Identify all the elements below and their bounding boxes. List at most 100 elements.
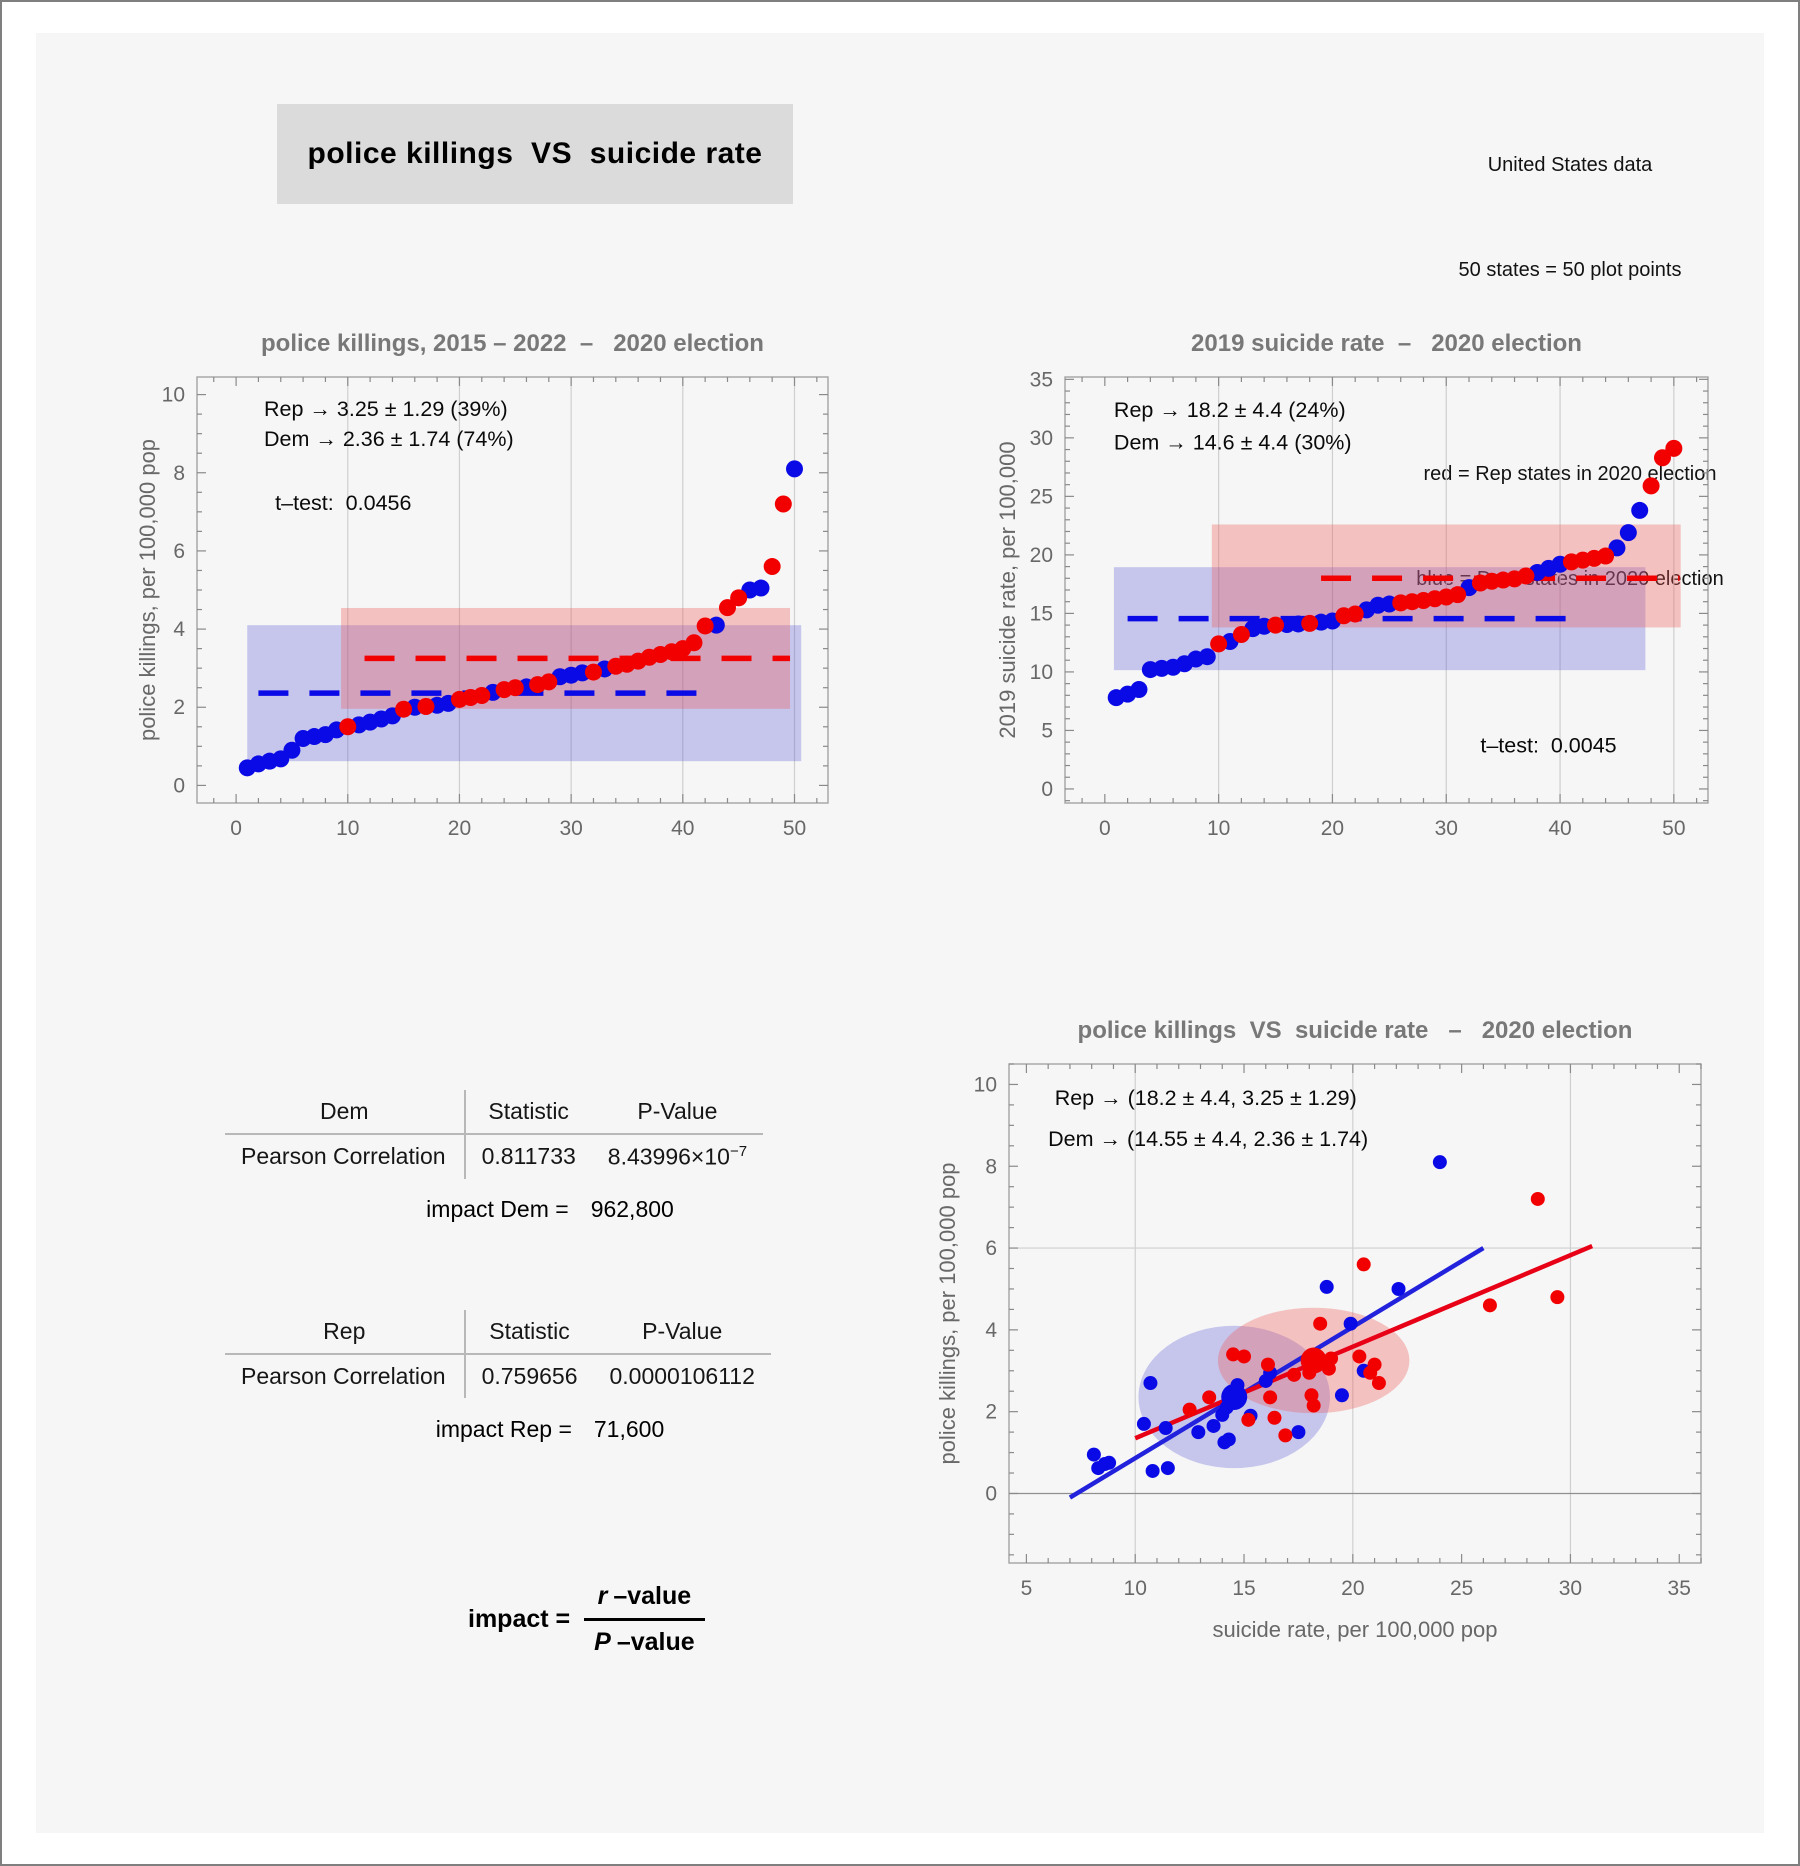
dem-point [1136,1416,1151,1431]
rep-point [1352,1349,1367,1364]
impact-dem-value: 962,800 [590,1196,674,1222]
dem-point [1343,1316,1358,1331]
impact-rep-label: impact Rep = [435,1416,572,1442]
rep-point [584,663,602,681]
dem-pvalue: 8.43996×10−7 [592,1135,763,1179]
chart-killings-vs-suicide: 5 10 15 20 25 30 35 0 2 4 6 8 10 Rep → (18.2 ± 4.4, 3… [935,1017,1702,1642]
rep-correlation-table: Rep Statistic P-Value Pearson Correlatio… [225,1310,771,1398]
annotation: Rep → 3.25 ± 1.29 (39%) [264,397,508,421]
y-tick-label: 6 [985,1237,997,1260]
rep-point [1324,1351,1339,1366]
y-tick-label: 15 [1030,602,1053,625]
rep-point [1237,1349,1252,1364]
dem-point [752,579,770,597]
y-tick-label: 10 [162,384,185,407]
y-tick-label: 2 [173,696,185,719]
annotation: Dem → (14.55 ± 4.4, 2.36 ± 1.74) [1048,1127,1368,1151]
annotation: t–test: 0.0045 [1480,734,1616,758]
y-tick-label: 8 [985,1155,997,1178]
x-tick-label: 5 [1021,1577,1033,1600]
dem-point [1191,1425,1206,1440]
rep-point [1371,1376,1386,1391]
y-tick-label: 4 [173,618,185,641]
impact-formula: impact = r –value P –value [468,1582,705,1657]
annotation: t–test: 0.0456 [275,491,411,515]
x-tick-label: 20 [1321,817,1344,840]
info-note: United States data 50 states = 50 plot p… [1340,78,1800,632]
y-tick-label: 30 [1030,427,1053,450]
main-title-box: police killings VS suicide rate [277,104,793,204]
info-line-points: 50 states = 50 plot points [1458,259,1682,281]
rep-point [774,495,792,513]
rep-point [1530,1191,1545,1206]
rep-point [1597,547,1615,565]
rep-point [395,700,413,718]
rep-point [1226,1347,1241,1362]
formula-numerator: r –value [588,1582,702,1618]
rep-point [1210,635,1228,653]
dem-table-col-statistic: Statistic [465,1090,592,1135]
content-panel [36,33,1764,1833]
x-tick-label: 40 [671,817,694,840]
chart-title: police killings VS suicide rate – 2020 e… [1078,1017,1633,1044]
y-tick-label: 6 [173,540,185,563]
dem-point [785,460,803,478]
rep-point [718,599,736,617]
rep-point [1356,1257,1371,1272]
dem-point [1221,1432,1236,1447]
dem-point [1158,1421,1173,1436]
annotation: Rep → 18.2 ± 4.4 (24%) [1114,398,1346,422]
rep-point [1287,1367,1302,1382]
rep-point [540,673,558,691]
formula-lhs: impact = [468,1605,571,1633]
dem-point [1130,680,1148,698]
y-tick-label: 20 [1030,544,1053,567]
rep-point [473,687,491,705]
dem-pvalue-exponent: −7 [729,1143,748,1160]
dem-point [1631,501,1649,519]
rep-point [696,617,714,635]
y-tick-label: 35 [1030,368,1053,391]
x-tick-label: 30 [1435,817,1458,840]
y-tick-label: 10 [974,1073,997,1096]
x-tick-label: 30 [1559,1577,1582,1600]
annotation: Rep → (18.2 ± 4.4, 3.25 ± 1.29) [1055,1086,1357,1110]
chart-suicide-rate-sorted: 0 10 20 30 40 50 0 5 10 15 20 25 30 35 Rep → 18.2 ± 4.… [995,330,1709,840]
dem-point [1143,1376,1158,1391]
dem-point [1102,1455,1117,1470]
rep-point [1550,1290,1565,1305]
dem-point [1206,1418,1221,1433]
rep-point [1517,567,1535,585]
dem-point [283,741,301,759]
dem-table-row-label: Pearson Correlation [225,1135,466,1179]
x-tick-label: 30 [559,817,582,840]
impact-dem-line: impact Dem = 962,800 [240,1196,860,1223]
formula-numerator-rest: –value [613,1582,692,1610]
dem-point [1432,1155,1447,1170]
rep-point [1182,1402,1197,1417]
rep-point [1232,625,1250,643]
rep-table-col-pvalue: P-Value [593,1310,771,1355]
rep-pvalue: 0.0000106112 [609,1363,755,1389]
x-tick-label: 20 [1341,1577,1364,1600]
dem-correlation-table: Dem Statistic P-Value Pearson Correlatio… [225,1090,764,1179]
y-axis-label: police killings, per 100,000 pop [135,439,160,741]
dem-point [1198,648,1216,666]
dem-point [1086,1447,1101,1462]
rep-table-col-statistic: Statistic [465,1310,594,1355]
impact-rep-value: 71,600 [593,1416,665,1442]
y-tick-label: 0 [173,774,185,797]
dem-table-group-header: Dem [225,1090,466,1135]
x-tick-label: 10 [336,817,359,840]
rep-point [1267,616,1285,634]
chart-title: police killings, 2015 – 2022 – 2020 elec… [261,330,764,357]
info-line-dataset: United States data [1487,154,1653,176]
dem-point [1319,1279,1334,1294]
y-axis-label: 2019 suicide rate, per 100,000 [995,441,1020,738]
y-tick-label: 4 [985,1319,997,1342]
y-tick-label: 10 [1030,661,1053,684]
rep-point [506,679,524,697]
y-tick-label: 8 [173,462,185,485]
rep-point [763,558,781,576]
rep-point [1263,1390,1278,1405]
